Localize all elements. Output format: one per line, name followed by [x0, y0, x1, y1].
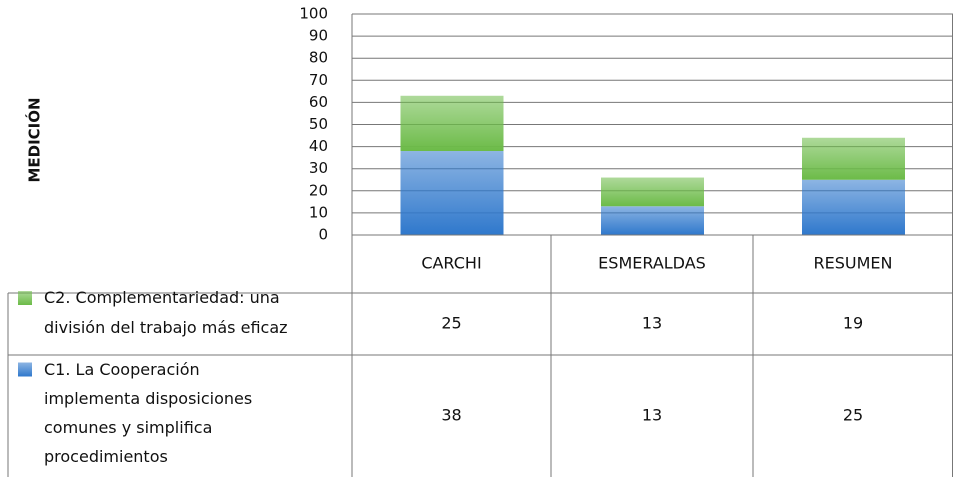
- y-tick-label: 20: [309, 181, 328, 199]
- y-tick-label: 60: [309, 93, 328, 111]
- bar-segment: [400, 95, 504, 152]
- bar-segment: [601, 177, 704, 207]
- table-value: 25: [441, 314, 461, 333]
- legend-swatch: [18, 291, 32, 305]
- legend-label: C2. Complementariedad: una división del …: [44, 288, 288, 337]
- bar-segment: [400, 151, 504, 235]
- table-value: 13: [642, 406, 662, 425]
- y-tick-label: 0: [318, 226, 328, 244]
- y-tick-label: 90: [309, 27, 328, 45]
- table-value: 38: [441, 406, 461, 425]
- table-value: 25: [843, 406, 863, 425]
- bar-segment: [601, 206, 704, 235]
- y-tick-label: 30: [309, 159, 328, 177]
- y-tick-label: 50: [309, 115, 328, 133]
- y-tick-label: 40: [309, 137, 328, 155]
- y-tick-label: 70: [309, 71, 328, 89]
- legend-label: C1. La Cooperación implementa disposicio…: [44, 360, 253, 466]
- x-tick-label: RESUMEN: [814, 254, 893, 273]
- x-tick-label: CARCHI: [421, 254, 481, 273]
- legend-swatch: [18, 362, 32, 377]
- bar-segment: [802, 137, 905, 180]
- y-axis-title: MEDICIÓN: [25, 97, 44, 182]
- table-value: 13: [642, 314, 662, 333]
- bar-segment: [802, 179, 905, 235]
- y-tick-label: 100: [299, 5, 328, 23]
- y-tick-label: 10: [309, 203, 328, 221]
- table-value: 19: [843, 314, 863, 333]
- x-tick-label: ESMERALDAS: [598, 254, 706, 273]
- y-tick-label: 80: [309, 49, 328, 67]
